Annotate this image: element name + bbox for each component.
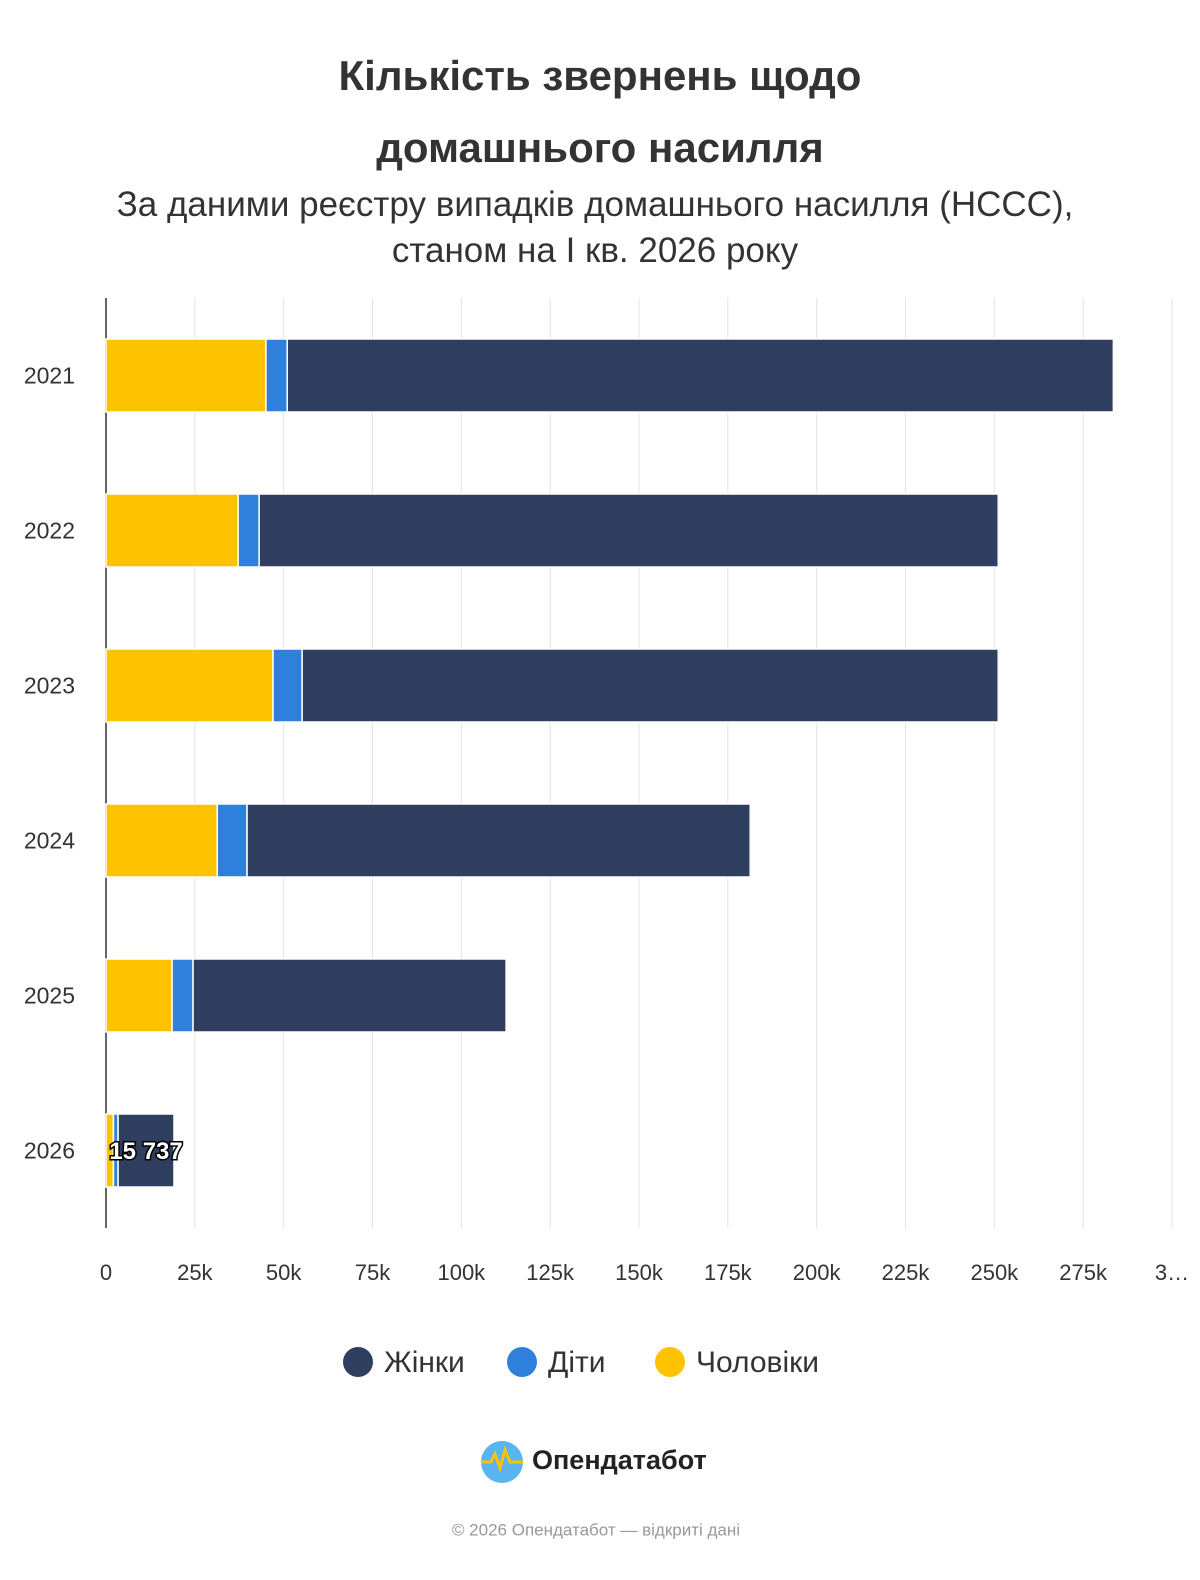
bar-segment <box>272 648 303 723</box>
bar-segment <box>105 958 173 1033</box>
x-tick-label: 50k <box>266 1260 302 1285</box>
legend-swatch <box>343 1347 373 1377</box>
legend-swatch <box>655 1347 685 1377</box>
x-tick-label: 0 <box>100 1260 112 1285</box>
logo <box>481 1441 523 1483</box>
bar-segment <box>286 338 1115 413</box>
bar-segment <box>192 958 507 1033</box>
chart-title: Кількість звернень щодо домашнього насил… <box>338 52 862 171</box>
bar-segment <box>265 338 288 413</box>
y-tick-label: 2024 <box>24 828 75 854</box>
x-tick-label: 250k <box>970 1260 1019 1285</box>
bar-segment <box>105 493 239 568</box>
x-tick-label: 225k <box>882 1260 931 1285</box>
data-label: 15 737 <box>109 1138 182 1165</box>
bar-segment <box>105 648 274 723</box>
bar-segment <box>301 648 999 723</box>
bar-segment <box>237 493 260 568</box>
legend-label: Діти <box>548 1346 605 1379</box>
bar-segment <box>171 958 194 1033</box>
x-tick-label: 125k <box>526 1260 575 1285</box>
logo-pulse <box>481 1445 523 1473</box>
bar-segment <box>105 338 267 413</box>
x-tick-label: 25k <box>177 1260 213 1285</box>
x-tick-label: 200k <box>793 1260 842 1285</box>
chart-subtitle: За даними реєстру випадків домашнього на… <box>116 185 1074 270</box>
y-tick-label: 2026 <box>24 1138 75 1164</box>
bar-segment <box>258 493 999 568</box>
legend-swatch <box>507 1347 537 1377</box>
bar-segment <box>246 803 751 878</box>
x-tick-label: 275k <box>1059 1260 1108 1285</box>
x-tick-label: 100k <box>437 1260 486 1285</box>
x-tick-label: 175k <box>704 1260 753 1285</box>
y-tick-label: 2022 <box>24 518 75 544</box>
footer: © 2026 Опендатабот — відкриті дані <box>452 1520 740 1539</box>
y-tick-label: 2025 <box>24 983 75 1009</box>
bar-segment <box>216 803 248 878</box>
x-tick-label: 75k <box>355 1260 391 1285</box>
bar-segment <box>105 803 218 878</box>
brand: Опендатабот <box>532 1445 707 1475</box>
x-tick-label: 3… <box>1155 1260 1189 1285</box>
y-tick-label: 2023 <box>24 673 75 699</box>
bar-segment <box>117 1113 175 1188</box>
y-tick-label: 2021 <box>24 363 75 389</box>
legend-label: Жінки <box>384 1346 465 1379</box>
x-tick-label: 150k <box>615 1260 664 1285</box>
legend-label: Чоловіки <box>696 1346 819 1379</box>
